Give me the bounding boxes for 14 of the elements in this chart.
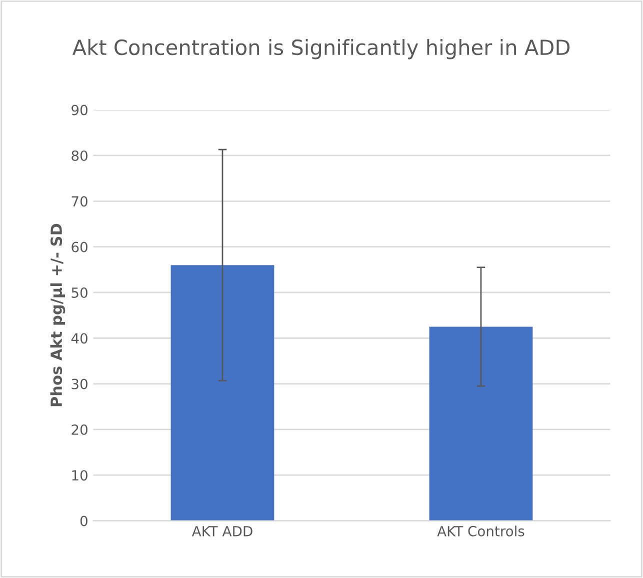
y-axis-title: Phos Akt pg/µl +/- SD bbox=[50, 224, 66, 406]
y-tick-label: 60 bbox=[72, 242, 88, 252]
y-tick-label: 0 bbox=[80, 516, 88, 526]
x-tick-label: AKT ADD bbox=[192, 526, 252, 536]
chart-title: Akt Concentration is Significantly higher in ADD bbox=[72, 39, 570, 60]
y-tick-label: 30 bbox=[72, 378, 88, 390]
y-tick-label: 40 bbox=[71, 333, 88, 344]
y-tick-label: 90 bbox=[72, 104, 88, 116]
y-tick-label: 50 bbox=[72, 287, 88, 298]
y-tick-label: 10 bbox=[72, 470, 88, 481]
x-tick-label: AKT Controls bbox=[437, 526, 524, 536]
y-tick-label: 70 bbox=[72, 196, 88, 207]
y-tick-label: 80 bbox=[72, 150, 88, 161]
y-tick-label: 20 bbox=[72, 424, 88, 435]
